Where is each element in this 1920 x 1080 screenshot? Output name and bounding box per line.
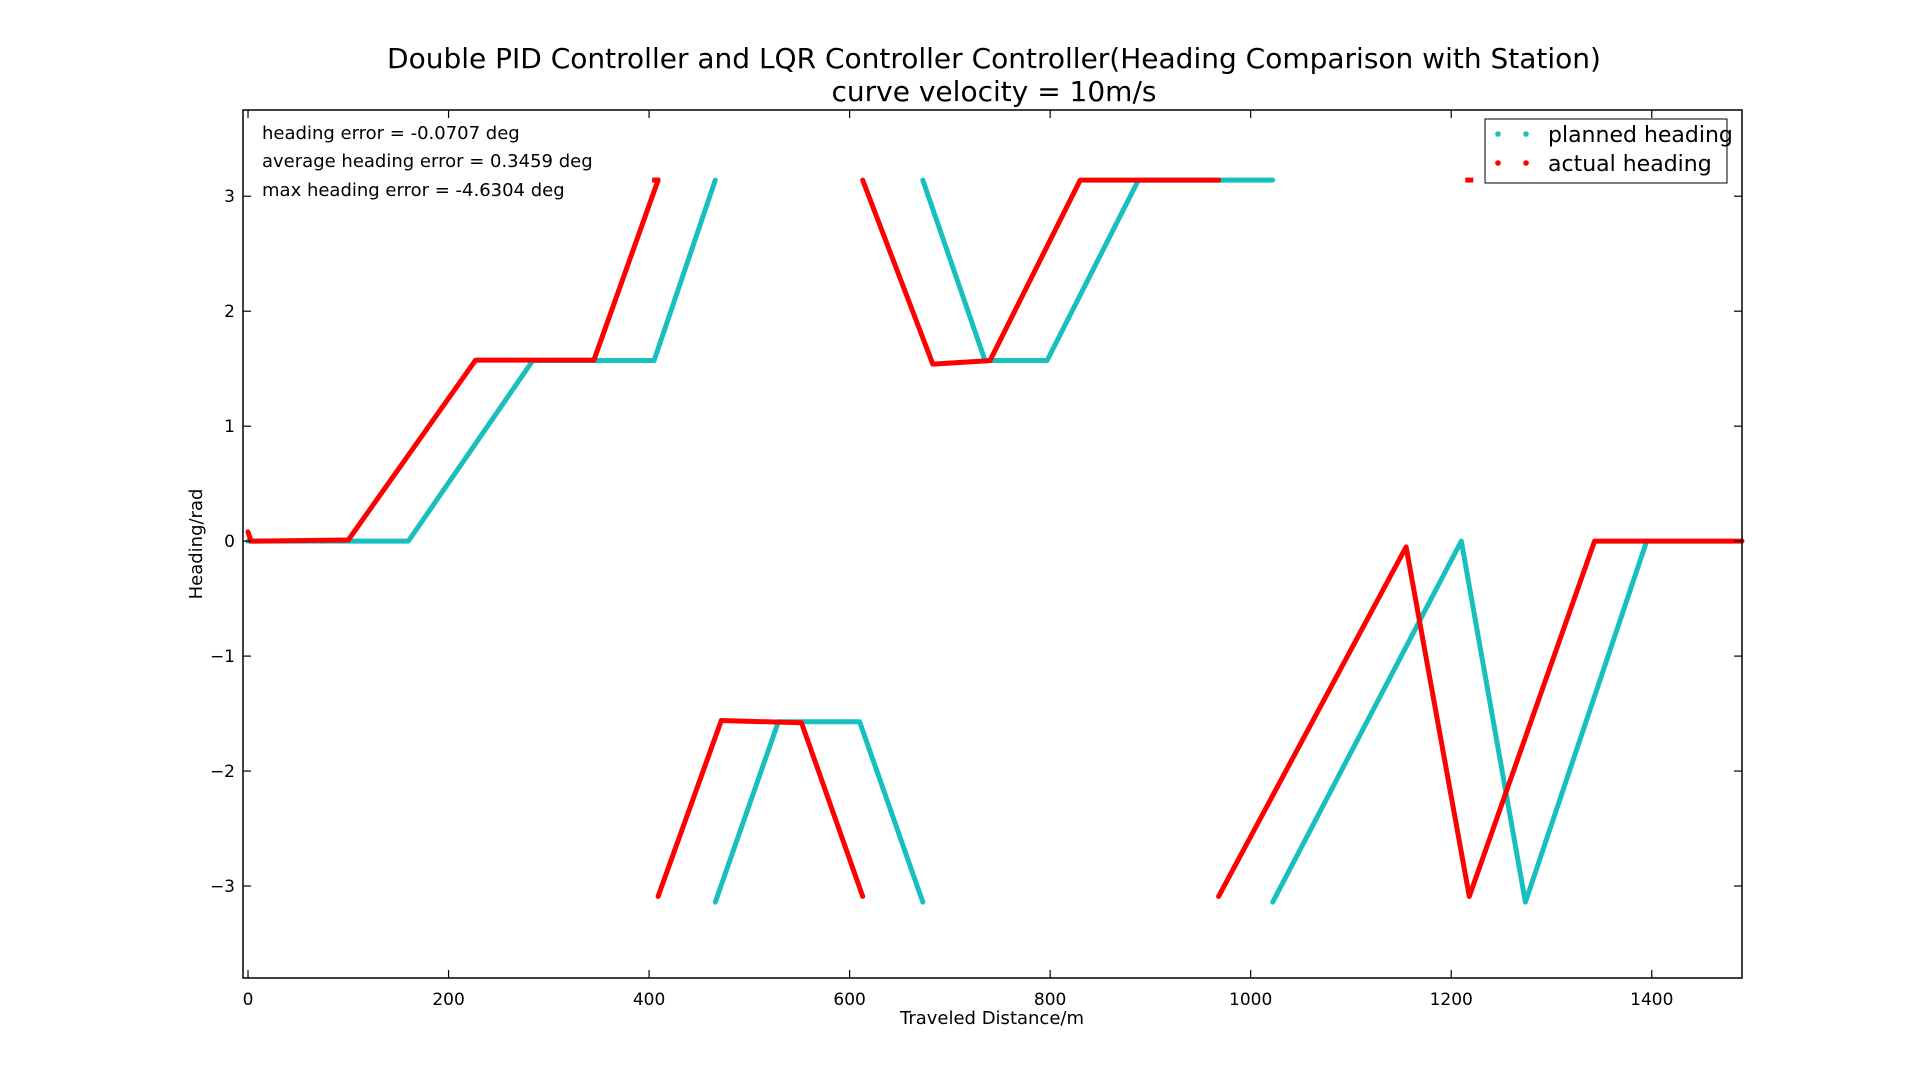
y-tick-label: 2 [224,302,235,322]
chart-subtitle: curve velocity = 10m/s [832,75,1157,108]
x-tick-label: 600 [833,990,865,1010]
series-line-segment [712,719,926,905]
y-tick-label: 1 [224,417,235,437]
x-tick-label: 1000 [1229,990,1272,1010]
legend-marker-actual [1523,160,1529,166]
x-tick-label: 0 [243,990,254,1010]
x-tick-label: 1200 [1430,990,1473,1010]
legend-label-planned: planned heading [1548,123,1733,148]
x-tick-label: 200 [432,990,464,1010]
y-tick-label: −3 [210,877,235,897]
annotation-heading-error: heading error = -0.0707 deg [262,123,520,144]
legend-marker-planned [1495,131,1501,137]
y-axis-label: Heading/rad [186,489,207,600]
series-planned-heading [245,177,1650,905]
annotation-max-heading-error: max heading error = -4.6304 deg [262,180,565,201]
series-line-segment [1216,538,1745,899]
plot-frame [242,109,1743,979]
series-line-segment [1270,538,1650,905]
x-axis-label: Traveled Distance/m [899,1008,1084,1029]
legend-marker-planned [1523,131,1529,137]
chart-title: Double PID Controller and LQR Controller… [387,42,1601,75]
series-line-segment [245,177,661,544]
axis-ticks: 0 200 400 600 800 1000 1200 1400 −3 −2 −1 0 1 2 3 [210,110,1742,1010]
x-tick-label: 1400 [1630,990,1673,1010]
data-point [652,177,661,183]
series-actual-heading [245,177,1745,899]
legend: planned heading actual heading [1484,118,1733,184]
series-line-segment [920,177,1276,363]
y-tick-label: −2 [210,762,235,782]
series-line-segment [655,718,866,899]
plot-content [245,177,1745,905]
series-line-segment [860,177,1222,367]
y-tick-label: 0 [224,532,235,552]
y-tick-label: 3 [224,187,235,207]
annotation-average-heading-error: average heading error = 0.3459 deg [262,151,593,172]
legend-marker-actual [1495,160,1501,166]
x-tick-label: 800 [1034,990,1066,1010]
y-tick-label: −1 [210,647,235,667]
legend-box [1484,118,1728,184]
x-tick-label: 400 [633,990,665,1010]
data-point [1465,177,1474,183]
legend-label-actual: actual heading [1548,152,1712,177]
